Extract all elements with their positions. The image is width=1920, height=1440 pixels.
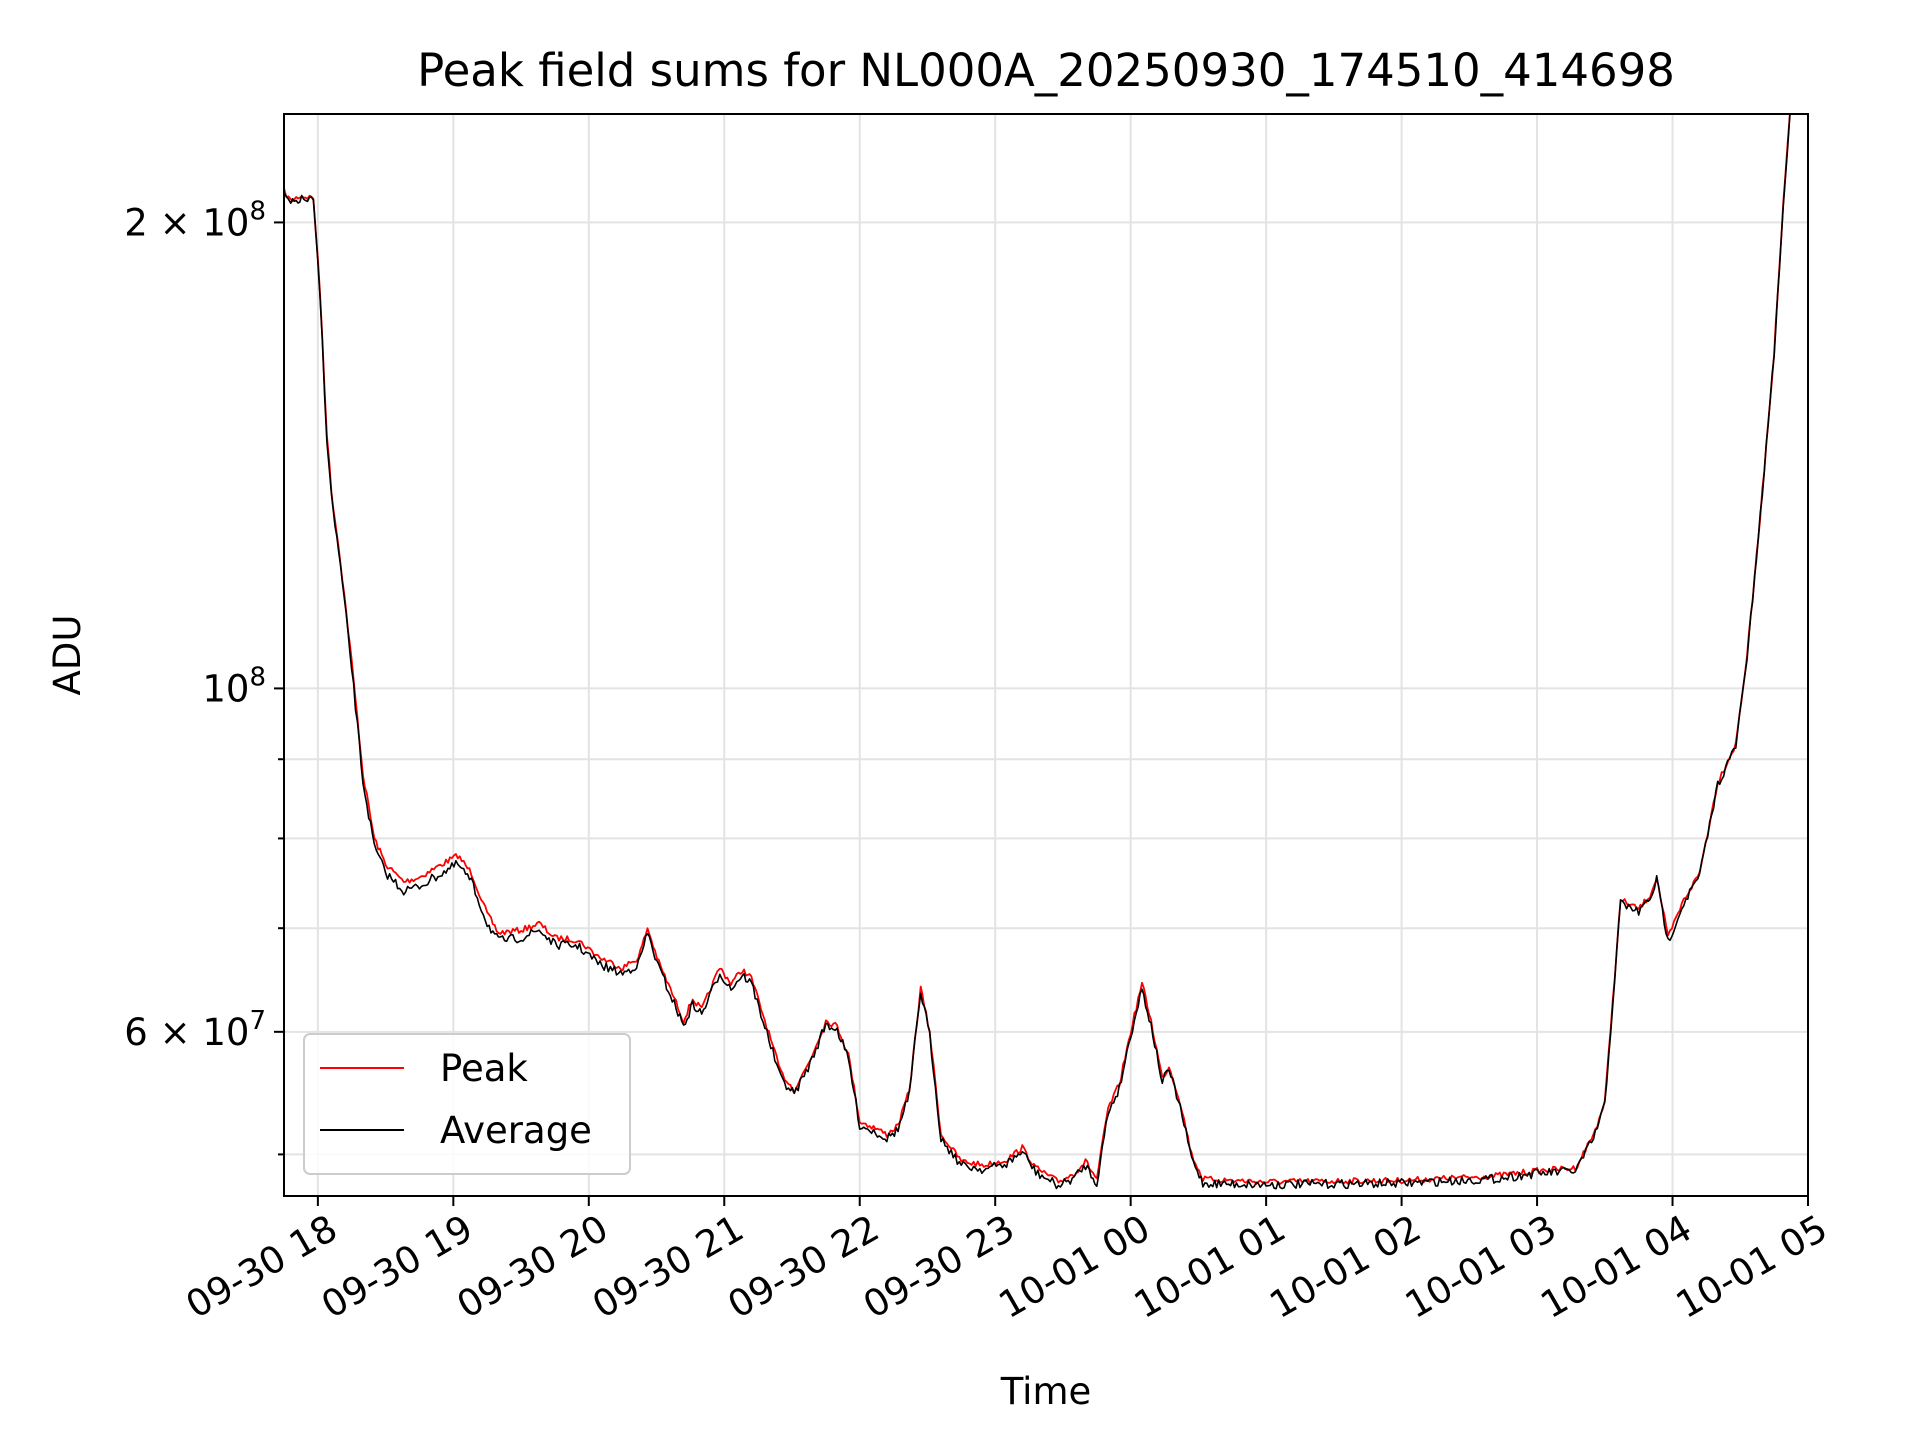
- y-tick-exponent: 8: [249, 196, 266, 226]
- y-tick-label: 108: [202, 662, 266, 710]
- legend: Peak Average: [303, 1033, 631, 1175]
- y-tick-base: 2 × 10: [124, 201, 249, 244]
- plot-frame: [283, 113, 1809, 1197]
- x-axis-label: Time: [1000, 1370, 1092, 1413]
- y-tick-label: 6 × 107: [124, 1006, 266, 1054]
- legend-label-peak: Peak: [440, 1047, 528, 1090]
- y-tick-label: 2 × 108: [124, 196, 266, 244]
- y-tick-base: 6 × 10: [124, 1011, 249, 1054]
- series-lines: [284, 114, 1791, 1190]
- series-line-average: [284, 114, 1791, 1190]
- y-tick-base: 10: [202, 667, 249, 710]
- legend-label-average: Average: [440, 1109, 592, 1152]
- y-axis-label: ADU: [46, 615, 89, 696]
- y-tick-exponent: 7: [249, 1006, 266, 1036]
- y-tick-exponent: 8: [249, 662, 266, 692]
- chart-title: Peak field sums for NL000A_20250930_1745…: [417, 44, 1675, 97]
